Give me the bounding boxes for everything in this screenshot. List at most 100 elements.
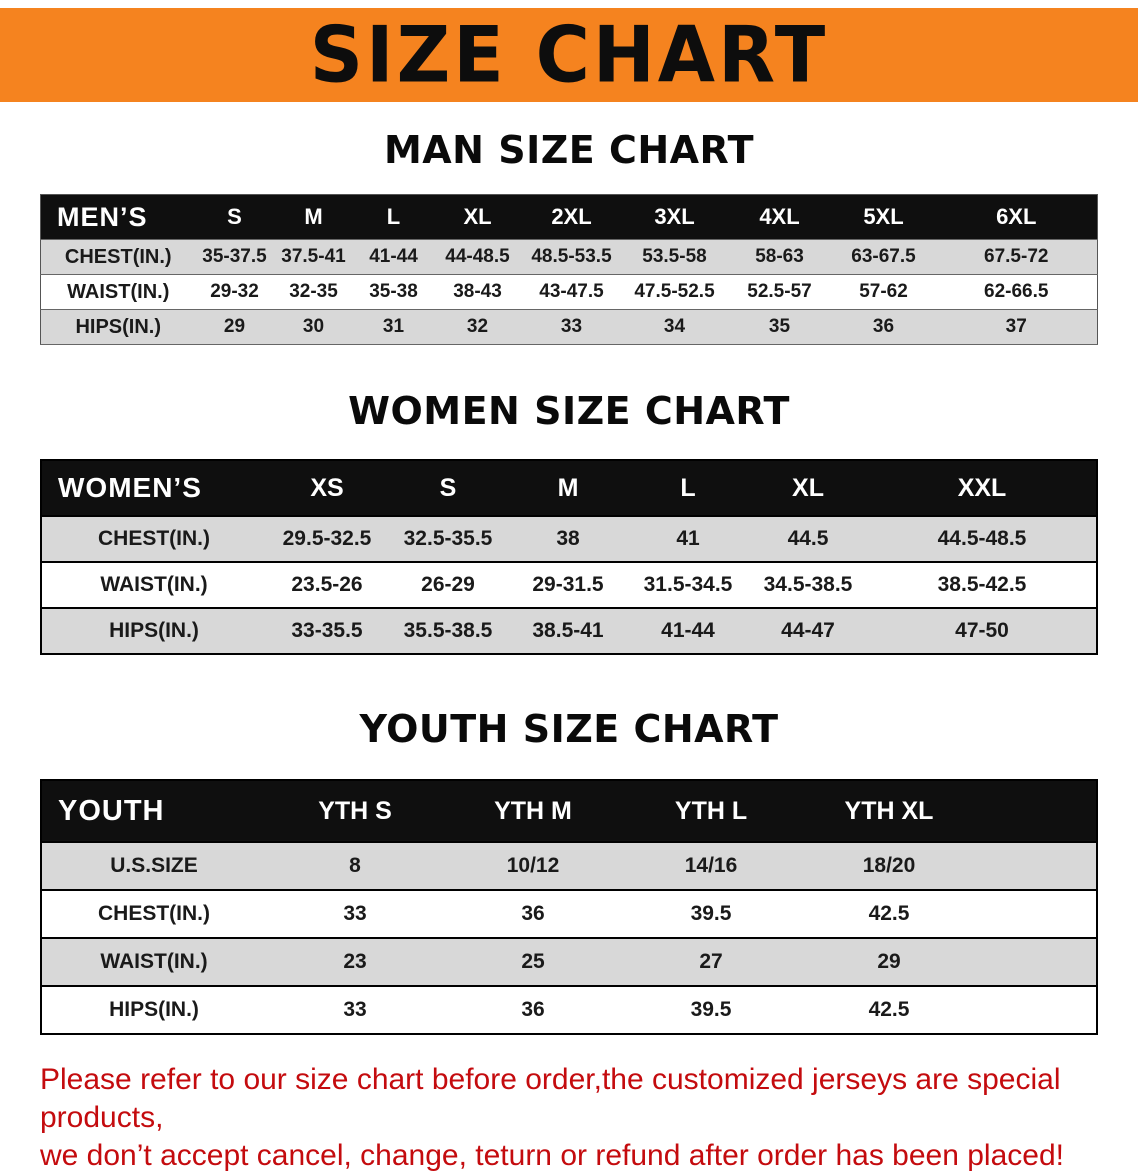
header-cell: 5XL xyxy=(831,194,936,240)
banner-title: SIZE CHART xyxy=(309,9,829,101)
header-cell: 3XL xyxy=(621,194,728,240)
data-cell: 36 xyxy=(521,902,545,925)
womens-header-row: WOMEN’S XS S M L XL XXL xyxy=(41,460,1097,516)
data-cell: 33 xyxy=(560,316,583,337)
header-cell: 4XL xyxy=(727,194,832,240)
youth-header-label: YOUTH xyxy=(41,780,266,842)
women-section-heading: WOMEN SIZE CHART xyxy=(348,389,790,433)
header-cell: M xyxy=(508,460,628,516)
data-cell: 31.5-34.5 xyxy=(643,573,733,596)
data-cell: 47-50 xyxy=(955,619,1009,642)
row-label-cell: WAIST(IN.) xyxy=(100,950,208,973)
disclaimer-line-1: Please refer to our size chart before or… xyxy=(40,1063,1061,1134)
header-cell: XXL xyxy=(868,460,1097,516)
data-cell: 29 xyxy=(877,950,901,973)
data-cell: 33 xyxy=(343,998,367,1021)
womens-hips-row: HIPS(IN.) 33-35.5 35.5-38.5 38.5-41 41-4… xyxy=(41,608,1097,654)
row-label-cell: CHEST(IN.) xyxy=(64,245,172,268)
womens-waist-row: WAIST(IN.) 23.5-26 26-29 29-31.5 31.5-34… xyxy=(41,562,1097,608)
data-cell: 23.5-26 xyxy=(291,573,363,596)
spacer-cell xyxy=(978,986,1097,1034)
data-cell: 41 xyxy=(676,527,700,550)
data-cell: 67.5-72 xyxy=(984,246,1049,267)
data-cell: 29 xyxy=(223,316,246,337)
data-cell: 25 xyxy=(521,950,545,973)
mens-header-row: MEN’S S M L XL 2XL 3XL 4XL 5XL 6XL xyxy=(40,194,1098,240)
header-cell: S xyxy=(388,460,508,516)
data-cell: 36 xyxy=(872,316,895,337)
spacer-cell xyxy=(978,780,1097,842)
data-cell: 39.5 xyxy=(690,902,732,925)
youth-size-table: YOUTH YTH S YTH M YTH L YTH XL U.S.SIZE … xyxy=(40,779,1098,1035)
data-cell: 57-62 xyxy=(859,281,908,302)
youth-waist-row: WAIST(IN.) 23 25 27 29 xyxy=(41,938,1097,986)
mens-hips-row: HIPS(IN.) 29 30 31 32 33 34 35 36 37 xyxy=(40,309,1098,345)
womens-header-label: WOMEN’S xyxy=(41,460,266,516)
header-cell: M xyxy=(273,194,354,240)
data-cell: 35-38 xyxy=(369,281,418,302)
header-cell: 6XL xyxy=(935,194,1098,240)
row-label-cell: CHEST(IN.) xyxy=(98,527,210,550)
data-cell: 27 xyxy=(699,950,723,973)
data-cell: 34 xyxy=(663,316,686,337)
row-label-cell: HIPS(IN.) xyxy=(109,619,199,642)
data-cell: 44.5 xyxy=(787,527,829,550)
header-cell: L xyxy=(628,460,748,516)
data-cell: 42.5 xyxy=(868,902,910,925)
header-cell: YTH S xyxy=(266,780,444,842)
data-cell: 37.5-41 xyxy=(281,246,346,267)
header-cell: L xyxy=(353,194,434,240)
row-label-cell: WAIST(IN.) xyxy=(67,280,170,303)
data-cell: 62-66.5 xyxy=(984,281,1049,302)
header-cell: YTH L xyxy=(622,780,800,842)
spacer-cell xyxy=(978,938,1097,986)
data-cell: 33 xyxy=(343,902,367,925)
womens-size-table: WOMEN’S XS S M L XL XXL CHEST(IN.) 29.5-… xyxy=(40,459,1098,655)
size-chart-banner: SIZE CHART xyxy=(0,8,1138,102)
row-label-cell: HIPS(IN.) xyxy=(75,315,162,338)
data-cell: 36 xyxy=(521,998,545,1021)
disclaimer-text: Please refer to our size chart before or… xyxy=(40,1061,1098,1175)
man-section-heading: MAN SIZE CHART xyxy=(383,128,755,172)
data-cell: 43-47.5 xyxy=(539,281,604,302)
data-cell: 35-37.5 xyxy=(202,246,267,267)
data-cell: 38.5-42.5 xyxy=(937,573,1027,596)
spacer-cell xyxy=(978,842,1097,890)
mens-waist-row: WAIST(IN.) 29-32 32-35 35-38 38-43 43-47… xyxy=(40,274,1098,310)
data-cell: 38-43 xyxy=(453,281,502,302)
header-cell: 2XL xyxy=(521,194,622,240)
data-cell: 42.5 xyxy=(868,998,910,1021)
youth-header-row: YOUTH YTH S YTH M YTH L YTH XL xyxy=(41,780,1097,842)
header-cell: XS xyxy=(266,460,388,516)
youth-hips-row: HIPS(IN.) 33 36 39.5 42.5 xyxy=(41,986,1097,1034)
data-cell: 26-29 xyxy=(421,573,475,596)
row-label-cell: WAIST(IN.) xyxy=(100,573,208,596)
data-cell: 30 xyxy=(302,316,325,337)
data-cell: 52.5-57 xyxy=(747,281,812,302)
mens-header-label: MEN’S xyxy=(40,194,196,240)
womens-chest-row: CHEST(IN.) 29.5-32.5 32.5-35.5 38 41 44.… xyxy=(41,516,1097,562)
data-cell: 34.5-38.5 xyxy=(763,573,853,596)
data-cell: 33-35.5 xyxy=(291,619,363,642)
data-cell: 44-48.5 xyxy=(445,246,510,267)
data-cell: 31 xyxy=(382,316,405,337)
data-cell: 47.5-52.5 xyxy=(634,281,715,302)
data-cell: 41-44 xyxy=(369,246,418,267)
youth-chest-row: CHEST(IN.) 33 36 39.5 42.5 xyxy=(41,890,1097,938)
data-cell: 37 xyxy=(1005,316,1027,337)
header-cell: XL xyxy=(433,194,522,240)
data-cell: 48.5-53.5 xyxy=(531,246,612,267)
youth-ussize-row: U.S.SIZE 8 10/12 14/16 18/20 xyxy=(41,842,1097,890)
data-cell: 44.5-48.5 xyxy=(937,527,1027,550)
data-cell: 58-63 xyxy=(755,246,804,267)
header-cell: YTH XL xyxy=(800,780,978,842)
data-cell: 23 xyxy=(343,950,367,973)
data-cell: 35.5-38.5 xyxy=(403,619,493,642)
data-cell: 29.5-32.5 xyxy=(282,527,372,550)
header-cell: XL xyxy=(748,460,868,516)
data-cell: 8 xyxy=(349,854,361,877)
data-cell: 29-32 xyxy=(210,281,259,302)
data-cell: 18/20 xyxy=(862,854,916,877)
data-cell: 29-31.5 xyxy=(532,573,604,596)
header-cell: S xyxy=(195,194,274,240)
